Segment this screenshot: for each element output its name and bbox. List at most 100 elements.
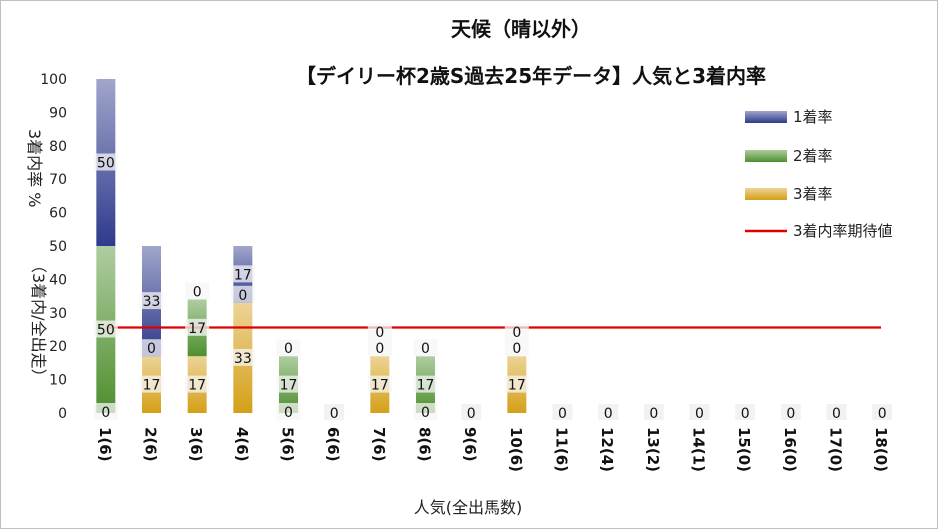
data-label-bg xyxy=(230,265,255,283)
data-label-bg xyxy=(780,404,801,420)
x-tick-group: 5(6) xyxy=(279,427,297,462)
x-tick-group: 1(6) xyxy=(96,427,114,462)
x-tick-group: 7(6) xyxy=(370,427,388,462)
x-tick-group: 2(6) xyxy=(142,427,160,462)
data-label: 0 xyxy=(832,406,841,422)
x-tick-label: 13(2) xyxy=(644,427,662,472)
data-label-bg xyxy=(276,339,301,357)
bars xyxy=(96,79,527,413)
data-label: 0 xyxy=(512,341,521,357)
y-axis-label-main-group: 3着内率 % xyxy=(25,129,44,207)
y-tick-label: 50 xyxy=(49,239,67,255)
x-tick-group: 6(6) xyxy=(324,427,342,462)
data-label-bg xyxy=(643,404,664,420)
x-tick-group: 18(0) xyxy=(872,427,890,472)
data-label: 0 xyxy=(284,405,293,421)
data-label: 17 xyxy=(188,378,206,394)
data-label: 50 xyxy=(97,323,115,339)
data-label: 0 xyxy=(467,406,476,422)
data-label-bg xyxy=(552,404,573,420)
x-tick-group: 3(6) xyxy=(187,427,205,462)
y-axis-ticks: 0 10 20 30 40 50 60 70 80 90 100 xyxy=(40,72,67,422)
y-tick-label: 0 xyxy=(58,406,67,422)
data-label-bg xyxy=(276,375,301,393)
data-label-bg xyxy=(230,348,255,366)
data-label: 0 xyxy=(786,406,795,422)
x-tick-label: 7(6) xyxy=(370,427,388,462)
y-tick-label: 70 xyxy=(49,172,67,188)
data-label: 0 xyxy=(284,341,293,357)
legend-swatch xyxy=(745,188,787,200)
x-tick-group: 13(2) xyxy=(644,427,662,472)
legend-label: 3着率 xyxy=(793,185,833,203)
data-label-bg xyxy=(413,375,438,393)
x-tick-group: 8(6) xyxy=(416,427,434,462)
x-tick-label: 16(0) xyxy=(781,427,799,472)
data-label-bg xyxy=(230,285,255,303)
x-tick-label: 12(4) xyxy=(598,427,616,472)
data-label-bg xyxy=(413,403,438,420)
data-label: 17 xyxy=(234,267,252,283)
x-tick-group: 12(4) xyxy=(598,427,616,472)
data-label-bg xyxy=(185,318,210,336)
data-label: 0 xyxy=(878,406,887,422)
data-label-bg xyxy=(413,339,438,357)
x-tick-label: 14(1) xyxy=(690,427,708,472)
data-label: 0 xyxy=(649,406,658,422)
x-tick-label: 15(0) xyxy=(735,427,753,472)
x-tick-group: 9(6) xyxy=(461,427,479,462)
x-tick-label: 6(6) xyxy=(324,427,342,462)
data-label: 0 xyxy=(558,406,567,422)
data-label: 0 xyxy=(604,406,613,422)
data-label-bg xyxy=(598,404,619,420)
data-label: 17 xyxy=(508,378,526,394)
data-label: 0 xyxy=(101,405,110,421)
data-label: 0 xyxy=(147,341,156,357)
data-label-bg xyxy=(276,403,301,420)
y-axis-label-sub: （3着内/全出走） xyxy=(29,257,48,385)
y-tick-label: 30 xyxy=(49,306,67,322)
x-tick-label: 8(6) xyxy=(416,427,434,462)
x-tick-group: 16(0) xyxy=(781,427,799,472)
x-tick-label: 2(6) xyxy=(142,427,160,462)
data-label-bg xyxy=(689,404,710,420)
chart-subtitle: 【デイリー杯2歳S過去25年データ】人気と3着内率 xyxy=(296,64,766,88)
x-tick-group: 4(6) xyxy=(233,427,251,462)
data-label: 17 xyxy=(417,378,435,394)
data-label: 0 xyxy=(238,288,247,304)
data-label: 0 xyxy=(375,325,384,341)
data-label: 17 xyxy=(280,378,298,394)
y-tick-label: 80 xyxy=(49,139,67,155)
data-label: 50 xyxy=(97,156,115,172)
y-tick-label: 40 xyxy=(49,272,67,288)
data-label: 0 xyxy=(330,406,339,422)
data-label-bg xyxy=(367,323,392,341)
legend-label: 1着率 xyxy=(793,108,833,126)
y-tick-label: 60 xyxy=(49,206,67,222)
x-tick-label: 1(6) xyxy=(96,427,114,462)
x-tick-label: 4(6) xyxy=(233,427,251,462)
data-label: 0 xyxy=(375,341,384,357)
data-label-bg xyxy=(185,375,210,393)
y-axis-label-main: 3着内率 % xyxy=(25,129,44,207)
chart-title: 天候（晴以外） xyxy=(451,17,591,41)
data-label: 0 xyxy=(695,406,704,422)
y-axis-label-sub-group: （3着内/全出走） xyxy=(29,257,48,385)
data-label: 17 xyxy=(188,321,206,337)
data-label: 33 xyxy=(234,351,252,367)
data-label-bg xyxy=(139,292,164,310)
data-label: 17 xyxy=(143,378,161,394)
data-label: 33 xyxy=(143,294,161,310)
data-label-bg xyxy=(93,403,118,420)
y-tick-label: 10 xyxy=(49,373,67,389)
data-label-bg xyxy=(93,320,118,338)
x-tick-label: 17(0) xyxy=(827,427,845,472)
y-tick-label: 20 xyxy=(49,339,67,355)
data-label: 0 xyxy=(421,341,430,357)
data-label-bg xyxy=(461,404,482,420)
data-label: 0 xyxy=(512,325,521,341)
data-label-bg xyxy=(872,404,893,420)
data-label-bg xyxy=(735,404,756,420)
